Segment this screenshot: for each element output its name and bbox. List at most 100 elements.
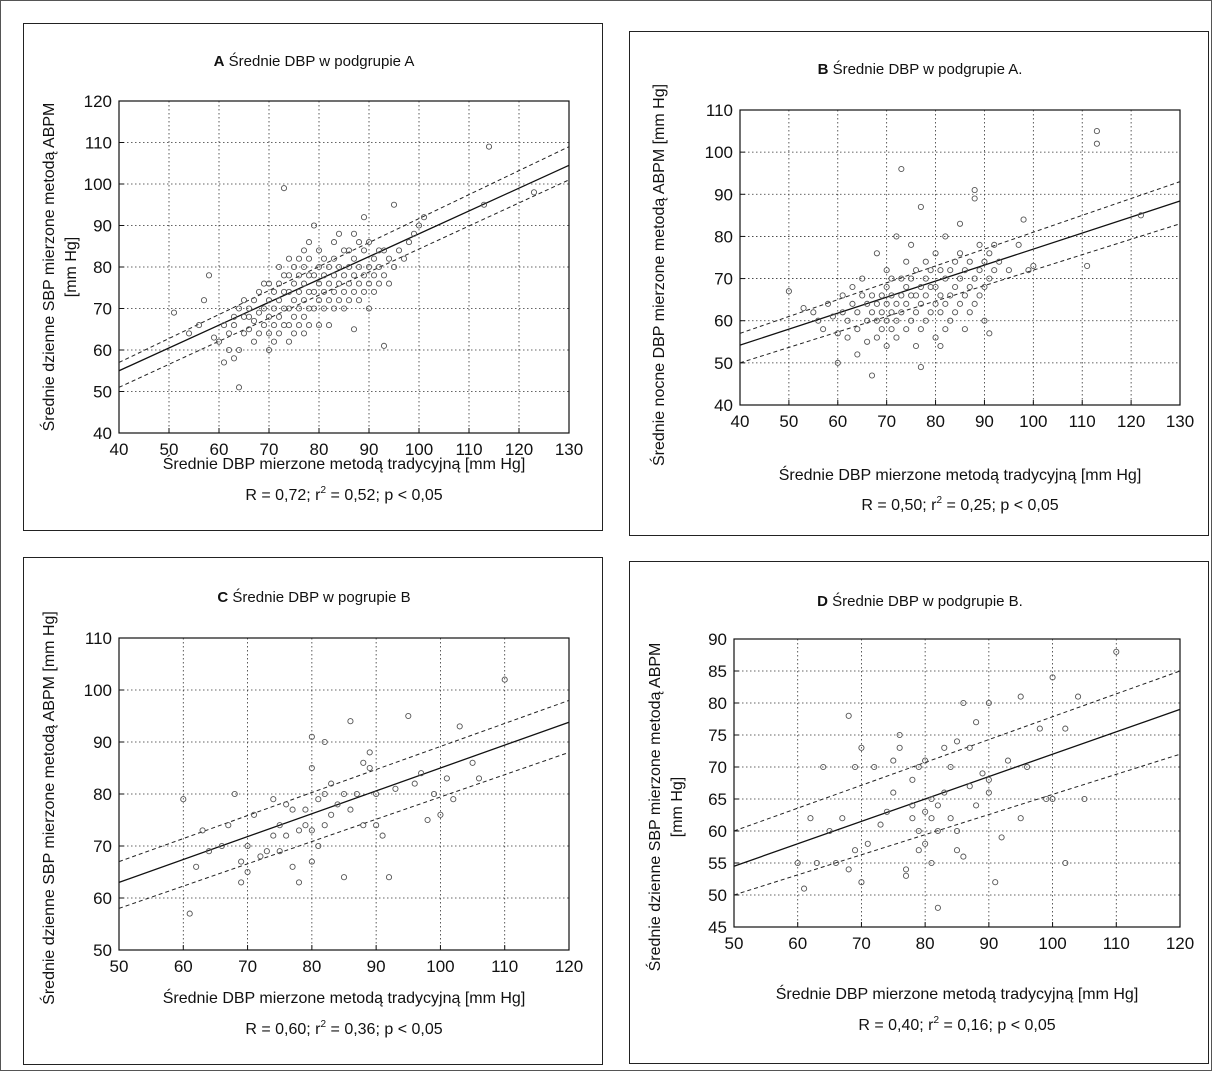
data-point [1113,648,1120,655]
confidence-line-upper [118,699,570,863]
data-point [942,300,949,307]
data-point [300,280,308,287]
data-point [380,342,388,349]
x-tick-label: 100 [426,957,454,976]
data-point [392,785,399,792]
data-point [991,267,998,274]
data-point [971,300,978,307]
data-point [501,676,508,683]
data-point [290,263,298,271]
data-point [300,313,308,320]
data-point [917,364,924,371]
data-point [240,313,248,320]
plot-frame [733,638,1181,928]
y-axis-label: Średnie dzienne SBP mierzone metodą ABPM… [645,643,686,972]
data-point [942,275,949,282]
confidence-line-lower [118,179,570,388]
data-point [220,359,228,366]
y-tick-label: 60 [708,822,727,841]
data-point [1020,216,1027,223]
data-point [290,280,298,287]
data-point [265,330,273,337]
data-point [893,233,900,240]
data-point [859,292,866,299]
data-point [305,288,313,295]
data-point [898,309,905,316]
data-point [1075,693,1082,700]
data-point [210,334,218,341]
data-point [283,801,290,808]
data-point [839,292,846,299]
data-point [290,330,298,337]
data-point [257,853,264,860]
data-point [295,305,303,312]
data-point [456,723,463,730]
y-tick-label: 70 [93,300,112,319]
data-point [205,272,213,279]
data-point [934,802,941,809]
data-point [315,263,323,271]
data-point [888,309,895,316]
data-point [400,255,408,262]
data-point [1084,262,1091,269]
data-point [300,297,308,304]
data-point [355,263,363,271]
data-point [839,815,846,822]
data-point [1093,140,1100,147]
data-point [390,201,398,208]
data-point [864,300,871,307]
data-point [985,699,992,707]
data-point [305,255,313,262]
y-tick-label: 80 [93,258,112,277]
data-point [355,239,363,246]
x-tick-label: 90 [367,957,386,976]
data-point [878,309,885,316]
data-point [903,283,910,291]
data-point [917,300,924,307]
data-point [310,288,318,295]
chart-b: B Średnie DBP w podgrupie A. 40 50 60 70 80 90… [649,60,1194,514]
x-tick-label: 90 [975,412,994,431]
data-point [330,255,338,262]
data-point [922,840,929,847]
data-point [1024,763,1031,771]
data-point [255,309,263,316]
data-point [295,322,303,329]
y-axis-label: Średnie dzienne SBP mierzone metodą ABPM… [39,611,58,1005]
x-axis-label: Średnie DBP mierzone metodą tradycyjną [… [163,454,526,473]
y-tick-label: 80 [714,227,733,246]
data-point [250,338,258,345]
y-axis-label-line: Średnie dzienne SBP mierzone metodą ABPM [645,643,664,972]
data-point [390,263,398,271]
data-point [966,783,973,790]
data-point [270,322,278,329]
data-point [335,297,343,304]
y-tick-label: 60 [93,341,112,360]
stats-text: R = 0,40; r2 = 0,16; p < 0,05 [858,1015,1055,1034]
stats-prefix: R = 0,60; r [245,1021,321,1038]
stats-superscript: 2 [934,1015,940,1026]
data-point [443,775,450,782]
data-point [275,263,283,271]
data-point [365,239,373,246]
title-text: Średnie DBP w podgrupie A. [828,60,1022,78]
data-point [981,317,988,324]
data-point [225,822,232,829]
data-point [275,330,283,337]
data-point [350,230,358,237]
data-point [961,326,968,333]
y-tick-label: 60 [93,889,112,908]
data-point [834,330,841,337]
data-point [245,313,253,320]
data-point [928,795,935,803]
stats-prefix: R = 0,40; r [858,1017,934,1034]
data-point [947,267,954,274]
data-point [877,821,884,828]
data-point [1081,795,1088,803]
data-point [244,868,251,876]
y-tick-label: 60 [714,312,733,331]
data-point [932,250,939,257]
confidence-line-lower [733,753,1181,896]
data-point [340,247,348,254]
data-point [800,305,807,312]
